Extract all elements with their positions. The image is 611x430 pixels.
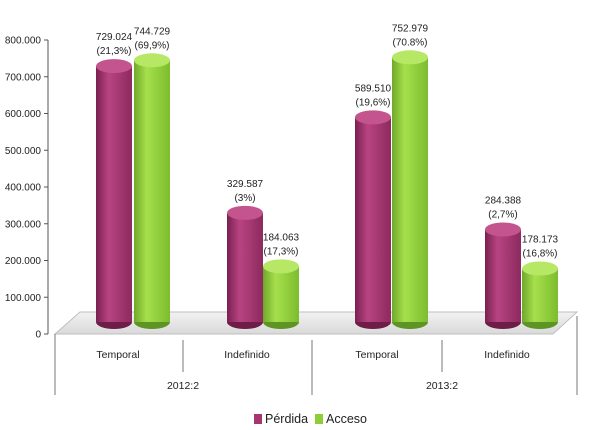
data-label-value: 284.388: [485, 195, 522, 206]
bar-body: [227, 212, 263, 322]
bar-top: [134, 53, 170, 68]
bar-prdida-0: [96, 59, 132, 329]
data-labels: 729.024 (21,3%) 329.587 (3%) 589.510 (19,6%) 2…: [96, 23, 559, 259]
data-label-percent: (70.8%): [392, 37, 427, 48]
data-label-percent: (19,6%): [355, 97, 390, 108]
y-axis: 0 100.000 200.000 300.000 400.000 500.000 600.…: [5, 36, 49, 341]
bar-body: [134, 60, 170, 322]
bar-top: [355, 110, 391, 125]
bar-top: [263, 259, 299, 274]
legend-swatch: [254, 414, 262, 424]
y-tick-label: 400.000: [5, 183, 42, 194]
bar-acceso-1: [263, 259, 299, 329]
bar-body: [263, 266, 299, 322]
y-tick-label: 500.000: [5, 146, 42, 157]
y-tick-label: 700.000: [5, 72, 42, 83]
category-label: Indefinido: [484, 349, 530, 361]
y-tick-label: 600.000: [5, 109, 42, 120]
y-tick-label: 0: [35, 330, 41, 341]
data-label-value: 589.510: [355, 83, 392, 94]
y-tick-label: 100.000: [5, 293, 42, 304]
bar-body: [485, 229, 521, 322]
category-label: Temporal: [355, 349, 398, 361]
bar-top: [392, 50, 428, 65]
bar-top: [485, 222, 521, 237]
bar-acceso-0: [134, 53, 170, 329]
bar-body: [522, 268, 558, 322]
bar-body: [392, 57, 428, 323]
bar-top: [522, 261, 558, 276]
bar-acceso-3: [522, 261, 558, 329]
data-label-value: 184.063: [263, 232, 300, 243]
legend-swatch: [315, 414, 323, 424]
category-label: Temporal: [96, 349, 139, 361]
group-label: 2012:2: [167, 380, 199, 392]
bar-top: [227, 205, 263, 220]
bar-prdida-3: [485, 222, 521, 329]
data-label-percent: (3%): [234, 193, 255, 204]
y-tick-label: 800.000: [5, 36, 42, 47]
bar-body: [355, 117, 391, 322]
bars: [96, 50, 558, 329]
bar-prdida-1: [227, 205, 263, 329]
data-label-value: 744.729: [134, 26, 171, 37]
data-label-value: 178.173: [522, 235, 559, 246]
y-tick-label: 300.000: [5, 219, 42, 230]
legend-label: Acceso: [326, 412, 367, 426]
bar-top: [96, 59, 132, 74]
chart-floor: [53, 311, 579, 335]
bar-body: [96, 66, 132, 322]
legend-label: Pérdida: [265, 412, 308, 426]
data-label-percent: (17,3%): [263, 246, 298, 257]
data-label-percent: (2,7%): [488, 209, 517, 220]
bar-acceso-2: [392, 50, 428, 329]
category-label: Indefinido: [224, 349, 270, 361]
data-label-value: 329.587: [227, 179, 264, 190]
legend: Pérdida Acceso: [254, 412, 367, 426]
data-label-percent: (21,3%): [96, 46, 131, 57]
category-axis: Temporal Indefinido Temporal Indefinido 2012…: [54, 316, 578, 395]
data-label-value: 752.979: [392, 23, 429, 34]
data-label-percent: (69,9%): [134, 40, 169, 51]
y-tick-label: 200.000: [5, 256, 42, 267]
group-label: 2013:2: [426, 380, 458, 392]
bar-prdida-2: [355, 110, 391, 329]
data-label-percent: (16,8%): [522, 249, 557, 260]
data-label-value: 729.024: [96, 32, 133, 43]
floor-plane: [53, 311, 579, 335]
